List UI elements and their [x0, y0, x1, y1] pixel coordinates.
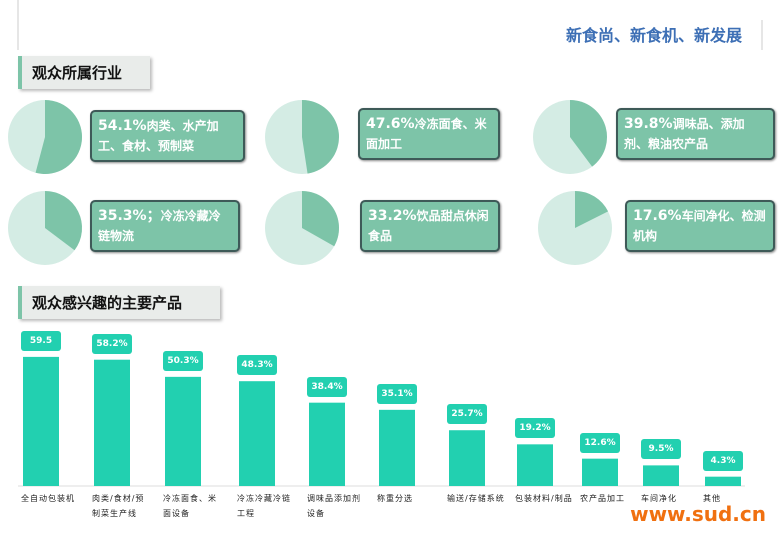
value-label: 59.5 [21, 330, 61, 351]
category-label: 饮品甜点休闲食品 [368, 209, 489, 243]
x-tick-label: 车间净化 [641, 494, 677, 503]
value-label: 39.8% [624, 116, 673, 132]
x-tick-label: 其他 [703, 494, 721, 503]
x-tick-label: 农产品加工 [580, 494, 625, 503]
label-box: 47.6%冷冻面食、米面加工 [358, 108, 500, 160]
section-title: 观众感兴趣的主要产品 [18, 286, 220, 319]
value-label: 25.7% [447, 404, 487, 425]
value-label: 12.6% [580, 432, 620, 453]
bar [643, 465, 679, 486]
x-tick-label: 肉类/食材/预制菜生产线 [92, 494, 145, 518]
section-title: 观众所属行业 [18, 56, 150, 89]
category-label: 调味品、添加剂、粮油农产品 [624, 117, 745, 151]
x-tick-label: 调味品添加剂设备 [307, 494, 361, 518]
label-box: 35.3%；冷冻冷藏冷链物流 [90, 200, 240, 252]
pie-slice [45, 191, 82, 251]
x-tick-label: 输送/存储系统 [447, 494, 505, 503]
value-label: 4.3% [703, 450, 743, 471]
category-label: 冷冻冷藏冷链物流 [98, 209, 221, 243]
label-box: 39.8%调味品、添加剂、粮油农产品 [616, 108, 775, 160]
value-label: 38.4% [307, 376, 347, 397]
value-label: 19.2% [515, 418, 555, 439]
pie-slice [570, 100, 608, 167]
bar [94, 359, 130, 486]
label-box: 33.2%饮品甜点休闲食品 [360, 200, 500, 252]
value-label: 33.2% [368, 208, 417, 224]
label-box: 54.1%肉类、水产加工、食材、预制菜 [90, 110, 245, 162]
bar [23, 356, 59, 486]
watermark: www.sud.cn [630, 502, 766, 526]
value-label: 54.1% [98, 118, 147, 134]
pie-slice [575, 191, 609, 228]
bar [582, 458, 618, 486]
category-label: 肉类、水产加工、食材、预制菜 [98, 119, 219, 153]
value-label: 58.2% [92, 333, 132, 354]
x-tick-label: 冷冻冷藏冷链工程 [237, 494, 291, 518]
value-label: 17.6% [633, 208, 682, 224]
x-tick-label: 称重分选 [377, 494, 413, 503]
x-tick-label: 全自动包装机 [21, 494, 75, 503]
bar [379, 409, 415, 486]
category-label: 冷冻面食、米面加工 [366, 117, 487, 151]
header: 新食尚、新食机、新发展 [565, 26, 742, 45]
bar [239, 381, 275, 486]
value-label: 9.5% [641, 439, 681, 460]
value-label: 48.3% [237, 355, 277, 376]
value-label: 35.3%； [98, 208, 161, 224]
bar [165, 376, 201, 486]
bar [309, 402, 345, 486]
pie-slice [302, 191, 339, 247]
value-label: 35.1% [377, 383, 417, 404]
bar [517, 444, 553, 486]
category-label: 车间净化、检测机构 [633, 209, 766, 243]
x-tick-label: 冷冻面食、米面设备 [163, 494, 217, 518]
x-tick-label: 包装材料/制品 [515, 494, 573, 503]
bar [449, 430, 485, 486]
bar [705, 476, 741, 486]
pie-slice [35, 100, 82, 174]
label-box: 17.6%车间净化、检测机构 [625, 200, 775, 252]
value-label: 50.3% [163, 350, 203, 371]
value-label: 47.6% [366, 116, 415, 132]
pie-slice [302, 100, 339, 174]
